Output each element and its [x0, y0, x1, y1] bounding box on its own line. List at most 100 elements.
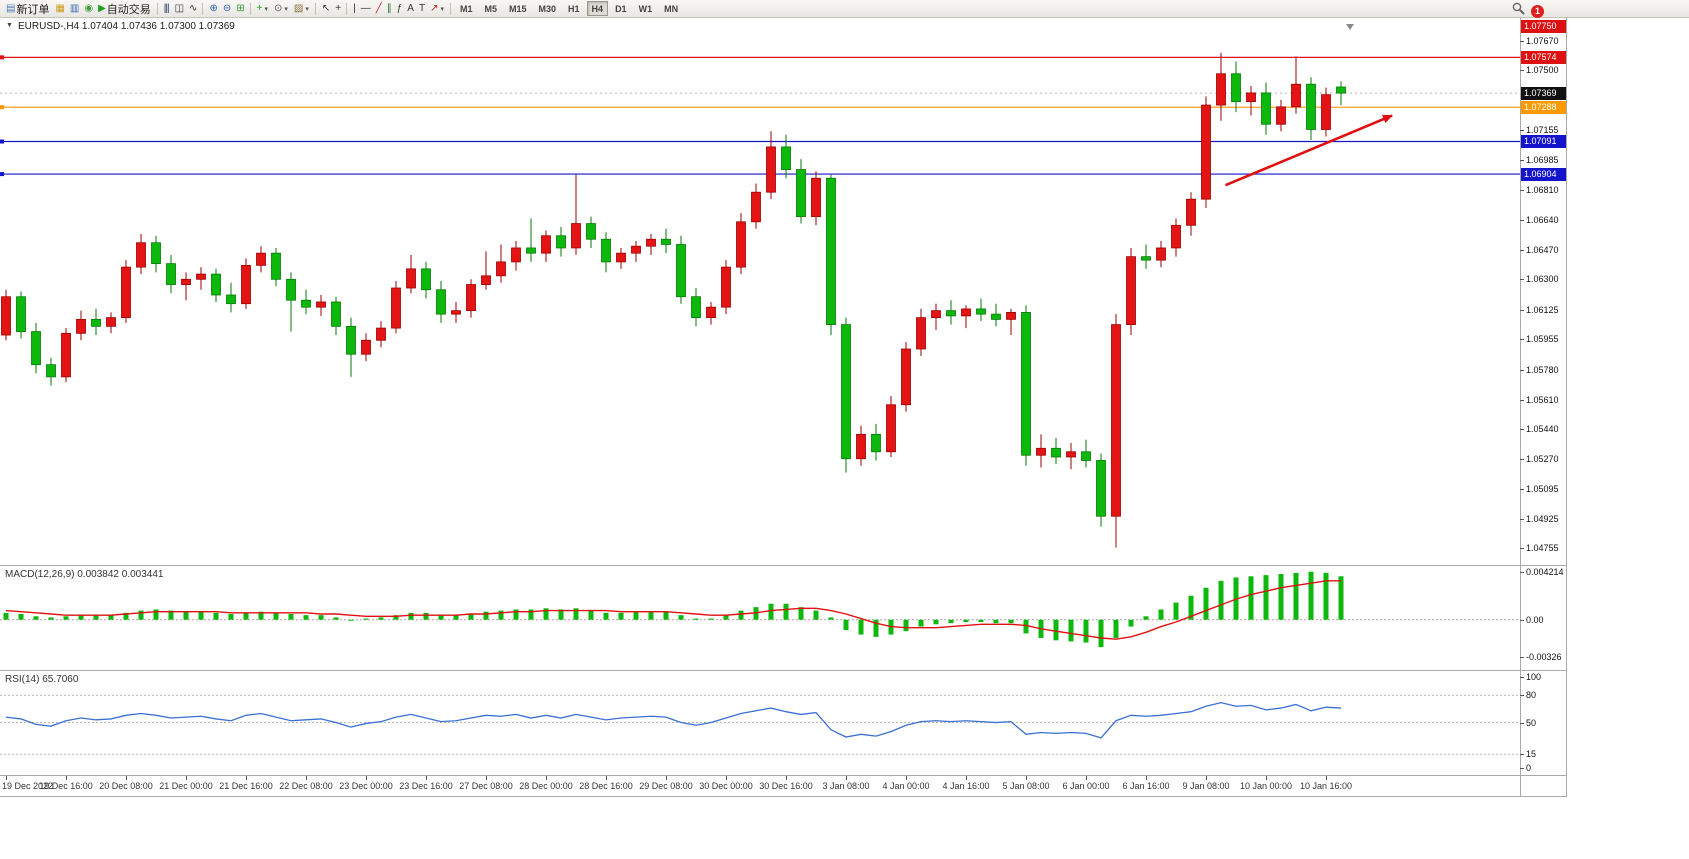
- timeframe-h4-button[interactable]: H4: [586, 1, 609, 16]
- macd-histogram-bar: [318, 615, 324, 620]
- cursor-button[interactable]: ↖: [319, 1, 332, 17]
- candle-bearish: [421, 268, 431, 291]
- line-handle[interactable]: [0, 105, 4, 110]
- bar-chart-button[interactable]: |||: [161, 1, 172, 17]
- rsi-label: RSI(14) 65.7060: [5, 674, 79, 685]
- timeframe-m5-button[interactable]: M5: [484, 4, 497, 14]
- candle-bullish: [391, 287, 401, 329]
- rsi-panel[interactable]: [0, 671, 1520, 775]
- candlestick-chart-button[interactable]: ◫: [172, 1, 186, 17]
- candle-bearish: [271, 252, 281, 280]
- candle-bearish: [1231, 73, 1241, 103]
- macd-histogram-bar: [543, 608, 549, 620]
- macd-histogram-bar: [1308, 571, 1314, 620]
- macd-histogram-bar: [588, 610, 594, 620]
- macd-histogram-bar: [1188, 595, 1194, 620]
- new-order-button-label: 新订单: [16, 3, 50, 16]
- macd-panel[interactable]: [0, 566, 1520, 670]
- one-click-trading-toggle[interactable]: ▼: [6, 22, 13, 29]
- trend-arrow-annotation[interactable]: [1224, 114, 1393, 187]
- trendline-button[interactable]: ╱: [373, 1, 384, 17]
- line-handle[interactable]: [0, 172, 4, 177]
- autotrading-button[interactable]: ▶ 自动交易: [95, 1, 154, 17]
- crosshair-button[interactable]: +: [332, 1, 343, 17]
- line-chart-button[interactable]: ∿: [186, 1, 199, 17]
- notification-badge[interactable]: 1: [1531, 4, 1544, 18]
- candle-bullish: [121, 266, 131, 319]
- candle-bullish: [736, 221, 746, 268]
- candle-bullish: [616, 252, 626, 263]
- channel-button[interactable]: ∥: [384, 1, 394, 17]
- candle-bullish: [136, 242, 146, 268]
- line-handle[interactable]: [0, 55, 4, 60]
- chart-shift-marker[interactable]: [1346, 24, 1354, 30]
- candle-bullish: [1291, 83, 1301, 108]
- candle-bearish: [31, 331, 41, 366]
- candle-bearish: [1261, 92, 1271, 125]
- templates-button[interactable]: ▨ ▾: [291, 1, 312, 17]
- periods-button[interactable]: ⊙ ▾: [271, 1, 291, 17]
- candle-bearish: [1096, 460, 1106, 517]
- fibonacci-button[interactable]: ƒ: [394, 1, 405, 17]
- zoom-out-button[interactable]: ⊖: [220, 1, 233, 17]
- macd-signal-line: [5, 580, 1341, 640]
- candle-bearish: [796, 169, 806, 217]
- toolbar-right: 1: [1512, 2, 1544, 20]
- chart-macd-separator[interactable]: [0, 565, 1566, 566]
- candle-bearish: [1051, 447, 1061, 458]
- axis-price-label: 1.06300: [1526, 274, 1559, 285]
- hline-price-badge[interactable]: 1.07288: [1521, 100, 1566, 114]
- market-watch-button[interactable]: ▥: [67, 1, 81, 17]
- hline-price-badge[interactable]: 1.07574: [1521, 50, 1566, 64]
- timeframe-w1-button[interactable]: W1: [638, 4, 653, 14]
- hline-price-badge[interactable]: 1.07091: [1521, 135, 1566, 148]
- macd-histogram-bar: [1323, 572, 1329, 620]
- timeframe-m15-button[interactable]: M15: [509, 4, 527, 14]
- timeframe-m30-button[interactable]: M30: [538, 4, 557, 14]
- timeframe-mn-button[interactable]: MN: [664, 4, 679, 14]
- timeframe-h1-button[interactable]: H1: [568, 4, 580, 14]
- new-order-button[interactable]: ▤ 新订单: [3, 1, 52, 17]
- navigator-button[interactable]: ◉: [81, 1, 95, 17]
- price-chart[interactable]: [0, 18, 1520, 565]
- shapes-button[interactable]: ↗ ▾: [427, 1, 447, 17]
- timeframe-d1-button[interactable]: D1: [615, 4, 627, 14]
- macd-histogram-bar: [1338, 576, 1344, 620]
- axis-price-label: 1.06125: [1526, 304, 1559, 315]
- zoom-in-button[interactable]: ⊕: [206, 1, 219, 17]
- macd-histogram-bar: [213, 612, 219, 620]
- candle-bearish: [841, 324, 851, 460]
- search-icon[interactable]: [1512, 2, 1525, 20]
- current-price-badge[interactable]: 1.07369: [1521, 86, 1566, 100]
- axis-price-label: 1.05440: [1526, 424, 1559, 435]
- vertical-line-button[interactable]: |: [350, 1, 358, 17]
- navigator-icon: ◉: [84, 2, 93, 14]
- macd-histogram-bar: [618, 612, 624, 620]
- candlestick-chart-icon: ◫: [174, 2, 185, 14]
- line-handle[interactable]: [0, 139, 4, 144]
- candle-bearish: [1306, 83, 1316, 130]
- indicators-button[interactable]: + ▾: [254, 1, 271, 17]
- time-axis-tick: [666, 776, 667, 780]
- fibonacci-icon: ƒ: [396, 2, 402, 14]
- new-chart-button[interactable]: ▦: [52, 1, 66, 17]
- macd-histogram-bar: [33, 616, 39, 620]
- macd-histogram-bar: [138, 610, 144, 620]
- timeframe-m1-button[interactable]: M1: [459, 4, 473, 14]
- macd-histogram-bar: [633, 611, 639, 620]
- horizontal-line-button[interactable]: —: [358, 1, 373, 17]
- macd-histogram-bar: [558, 609, 564, 620]
- macd-histogram-bar: [693, 618, 699, 620]
- text-button[interactable]: A: [404, 1, 416, 17]
- line-price-badge[interactable]: 1.07750: [1521, 20, 1566, 34]
- axis-price-label: 1.05270: [1526, 453, 1559, 464]
- macd-histogram-bar: [1128, 619, 1134, 627]
- candle-bullish: [256, 252, 266, 266]
- macd-histogram-bar: [648, 611, 654, 620]
- macd-histogram-bar: [873, 619, 879, 637]
- hline-price-badge[interactable]: 1.06904: [1521, 167, 1566, 181]
- tile-windows-button[interactable]: ⊞: [233, 1, 246, 17]
- macd-rsi-separator[interactable]: [0, 670, 1566, 671]
- macd-histogram-bar: [678, 615, 684, 620]
- text-label-button[interactable]: T: [416, 1, 427, 17]
